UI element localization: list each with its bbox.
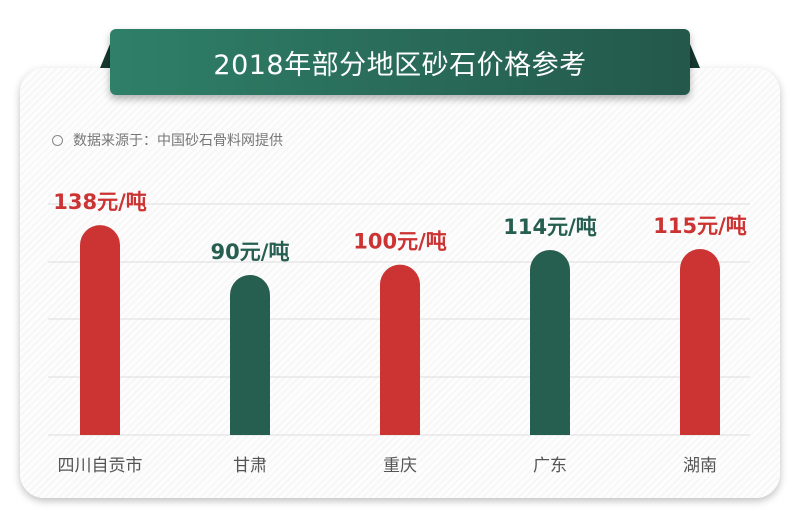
bar-1 (230, 275, 270, 435)
bar-4 (680, 249, 720, 435)
banner-fold-left (100, 44, 110, 68)
data-label: 138元/吨 (53, 190, 147, 214)
category-label: 四川自贡市 (58, 456, 143, 476)
category-label: 广东 (533, 456, 567, 476)
banner-fold-right (690, 44, 700, 68)
page-title: 2018年部分地区砂石价格参考 (110, 29, 690, 95)
bar-0 (80, 225, 120, 435)
category-label: 重庆 (383, 456, 417, 476)
bar-2 (380, 264, 420, 435)
data-label: 114元/吨 (503, 215, 597, 239)
category-label: 湖南 (683, 456, 717, 476)
data-label: 100元/吨 (353, 230, 447, 254)
category-label: 甘肃 (233, 456, 267, 476)
data-label: 115元/吨 (653, 214, 747, 238)
data-label: 90元/吨 (211, 240, 290, 264)
data-source-text: 数据来源于：中国砂石骨料网提供 (73, 133, 283, 149)
bullet-circle-icon (52, 134, 63, 146)
bar-3 (530, 250, 570, 435)
data-source: 数据来源于：中国砂石骨料网提供 (52, 130, 283, 150)
